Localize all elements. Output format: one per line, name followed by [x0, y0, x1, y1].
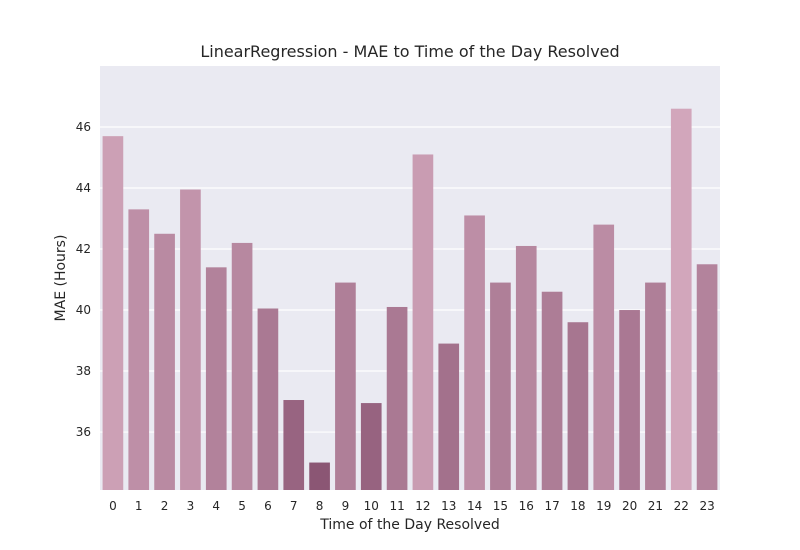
- x-tick-label: 17: [544, 499, 559, 513]
- bar-1: [128, 209, 150, 490]
- y-axis-label: MAE (Hours): [53, 235, 69, 322]
- y-tick-labels: 36 38 40 42 44 46: [76, 120, 91, 439]
- bar-0: [102, 136, 124, 491]
- x-tick-label: 7: [290, 499, 298, 513]
- x-tick-label: 2: [161, 499, 169, 513]
- x-axis-label: Time of the Day Resolved: [319, 517, 499, 533]
- x-tick-label: 15: [493, 499, 508, 513]
- x-tick-label: 19: [596, 499, 611, 513]
- bar-2: [154, 233, 175, 491]
- bar-19: [593, 224, 615, 490]
- bar-5: [231, 242, 253, 490]
- bar-15: [490, 282, 511, 490]
- bar-3: [180, 189, 201, 491]
- x-tick-label: 23: [699, 499, 714, 513]
- x-tick-label: 16: [519, 499, 534, 513]
- x-tick-label: 13: [441, 499, 456, 513]
- bar-13: [438, 343, 460, 490]
- y-tick-label: 42: [76, 242, 91, 256]
- bar-12: [412, 154, 434, 490]
- bar-9: [335, 282, 356, 490]
- bar-21: [645, 282, 666, 490]
- x-tick-label: 5: [238, 499, 246, 513]
- x-tick-label: 21: [648, 499, 663, 513]
- x-tick-label: 8: [316, 499, 324, 513]
- plot-area: [100, 66, 720, 490]
- x-tick-label: 1: [135, 499, 143, 513]
- x-tick-label: 22: [674, 499, 689, 513]
- bar-11: [386, 306, 408, 490]
- y-tick-label: 40: [76, 303, 91, 317]
- x-tick-label: 6: [264, 499, 272, 513]
- y-tick-label: 36: [76, 425, 91, 439]
- x-tick-label: 18: [570, 499, 585, 513]
- bar-14: [464, 215, 485, 490]
- x-tick-label: 4: [212, 499, 220, 513]
- x-tick-labels: 0 1 2 3 4 5 6 7 8 9 10 11 12 13 14 15 16 17 18 19 20 21 22 23: [109, 499, 715, 513]
- x-tick-label: 3: [187, 499, 195, 513]
- bar-18: [567, 322, 589, 490]
- x-tick-label: 14: [467, 499, 482, 513]
- x-tick-label: 9: [342, 499, 350, 513]
- bar-7: [283, 400, 305, 490]
- bar-17: [541, 291, 563, 490]
- y-tick-label: 46: [76, 120, 91, 134]
- x-tick-label: 10: [364, 499, 379, 513]
- x-tick-label: 11: [389, 499, 404, 513]
- chart-title: LinearRegression - MAE to Time of the Da…: [200, 42, 619, 61]
- bar-22: [670, 108, 692, 491]
- bar-10: [360, 403, 382, 490]
- y-tick-label: 38: [76, 364, 91, 378]
- gridlines: [100, 126, 720, 433]
- y-tick-label: 44: [76, 181, 91, 195]
- x-tick-label: 20: [622, 499, 637, 513]
- bar-23: [696, 264, 718, 490]
- bar-6: [257, 308, 279, 490]
- x-tick-label: 12: [415, 499, 430, 513]
- x-tick-label: 0: [109, 499, 117, 513]
- bar-20: [619, 310, 640, 490]
- bar-16: [515, 245, 537, 490]
- bars: [102, 108, 718, 491]
- bar-8: [309, 462, 330, 490]
- bar-4: [205, 267, 227, 490]
